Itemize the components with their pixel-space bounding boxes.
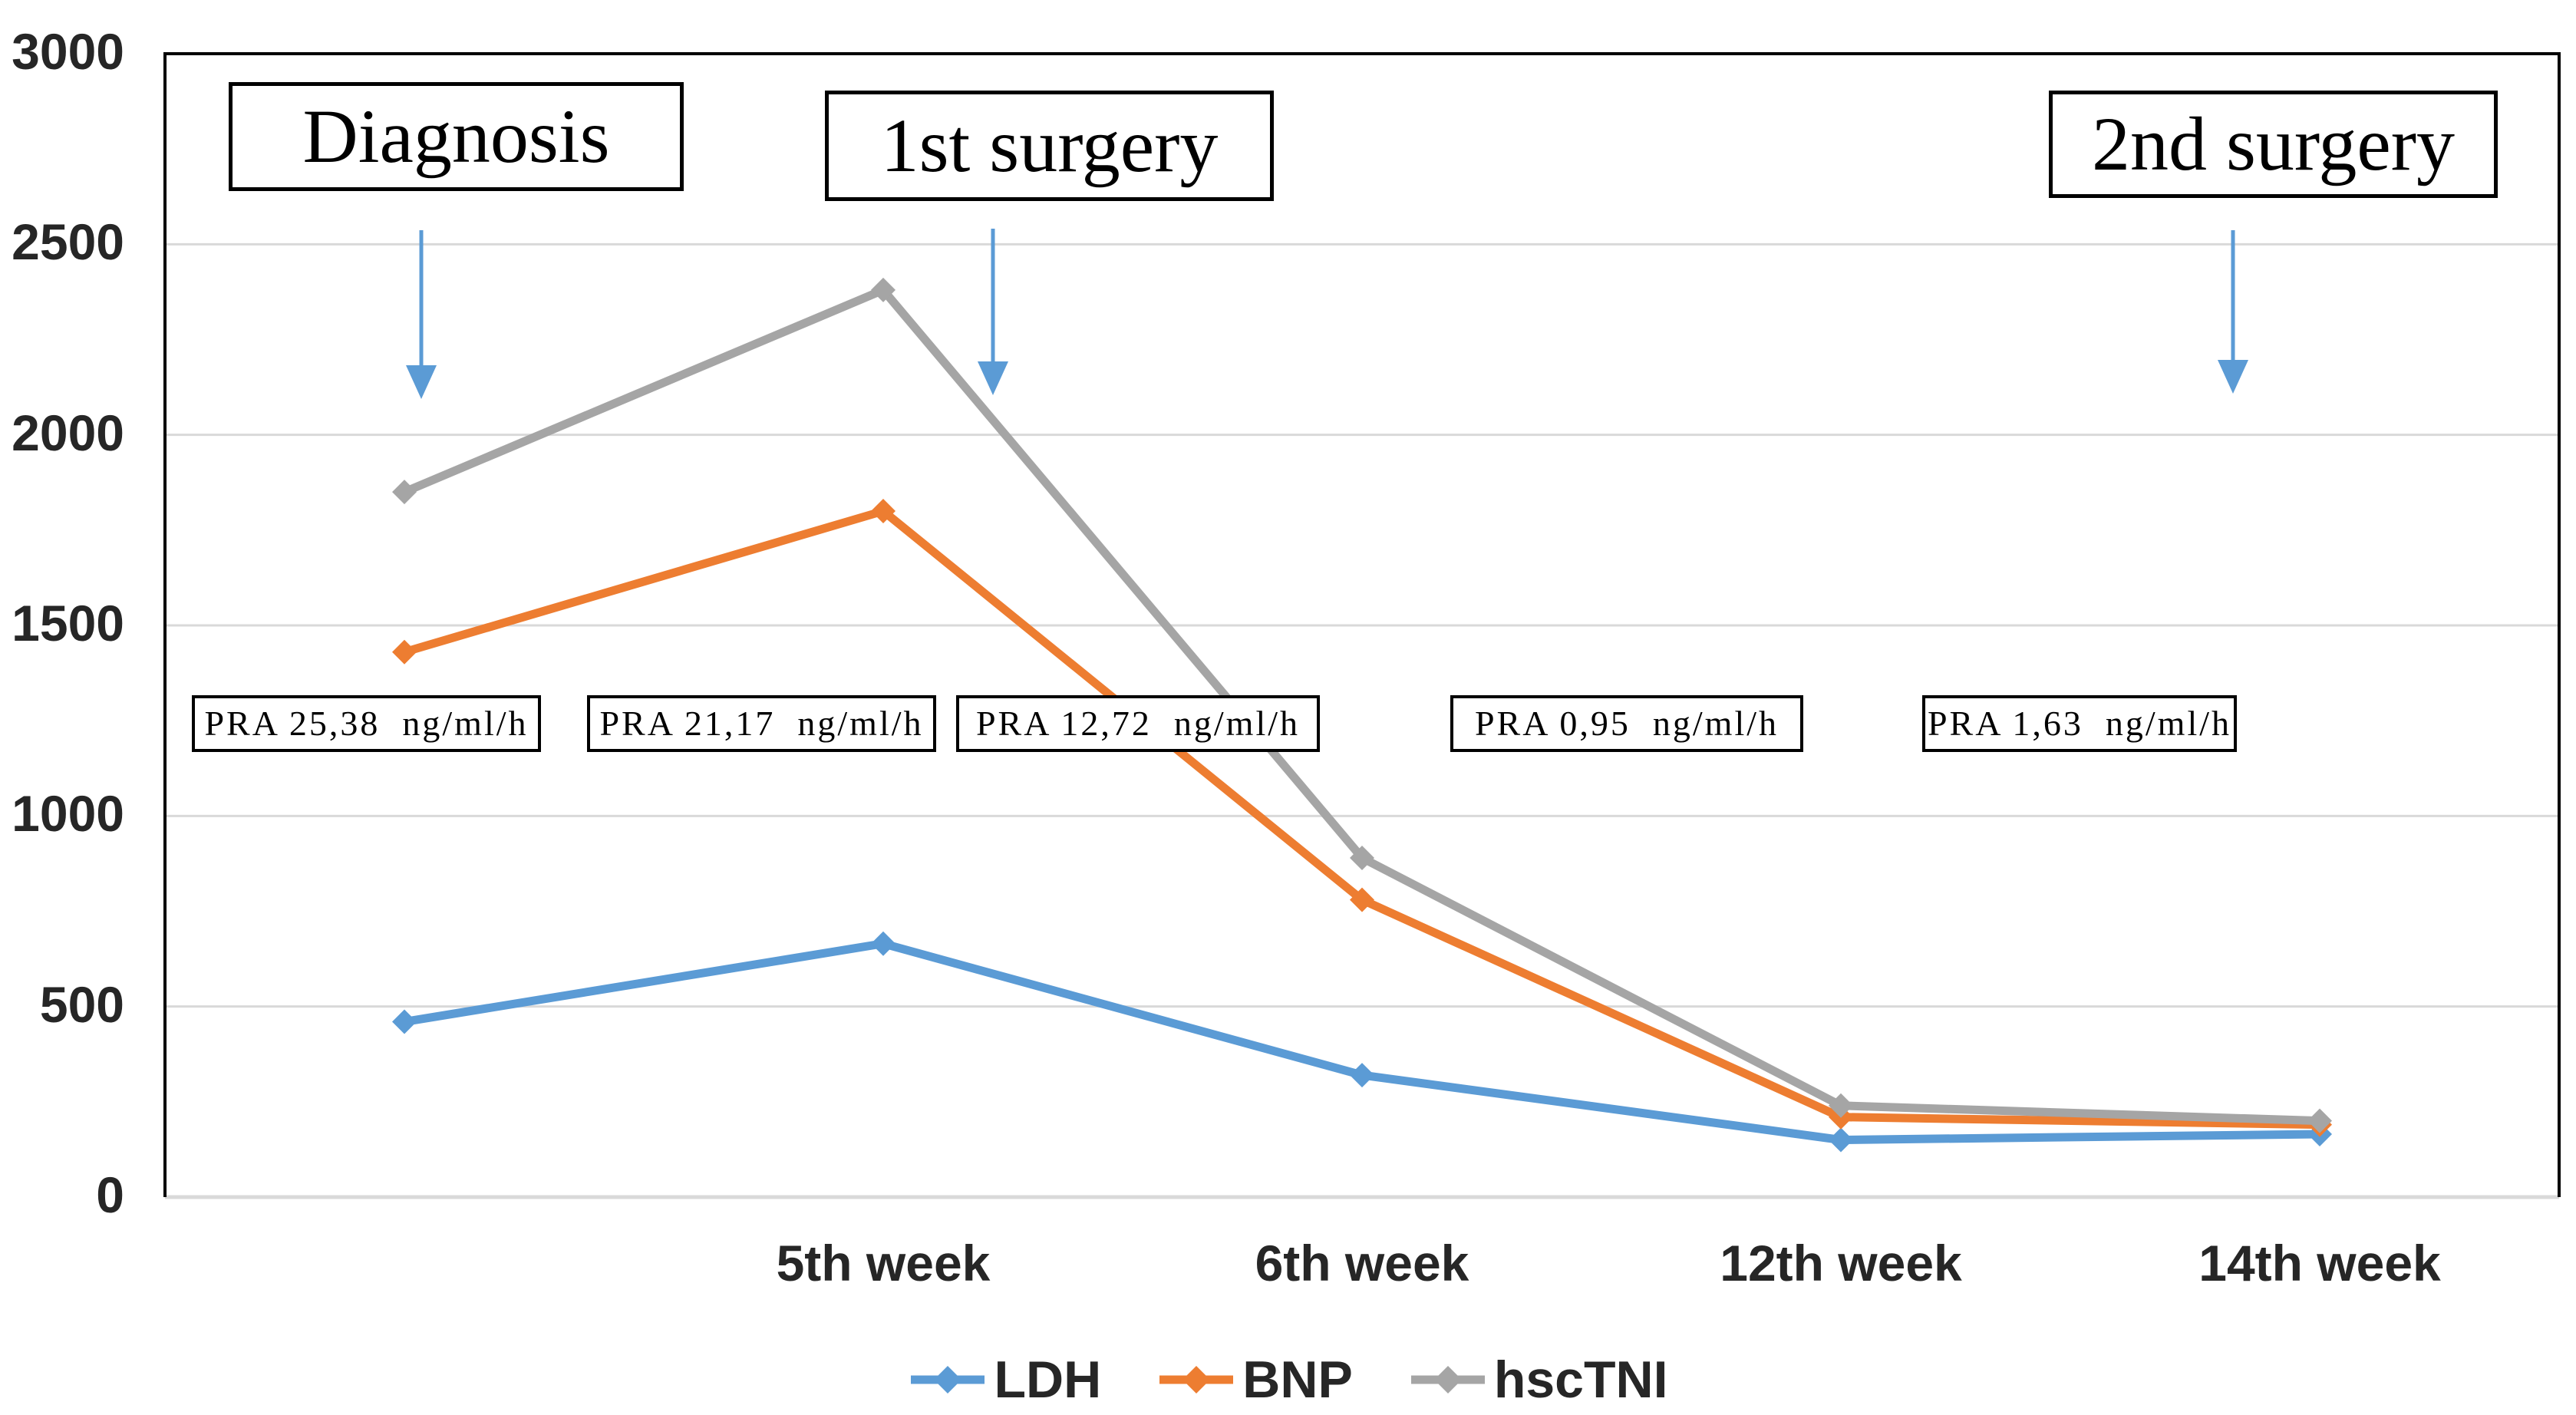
- data-point-hsctni-2: [1350, 845, 1374, 870]
- y-axis-label-1000: 1000: [12, 785, 124, 843]
- x-axis-label-6th-week: 6th week: [1255, 1235, 1469, 1291]
- data-point-hsctni-1: [871, 277, 895, 302]
- pra-box-5-label: PRA 1,63 ng/ml/h: [1927, 704, 2232, 743]
- pra-box-5: PRA 1,63 ng/ml/h: [1922, 695, 2237, 752]
- legend-item-ldh: LDH: [908, 1354, 1101, 1406]
- legend-item-bnp: BNP: [1156, 1354, 1353, 1406]
- event-arrow-head-icon: [2218, 360, 2248, 394]
- pra-box-3: PRA 12,72 ng/ml/h: [956, 695, 1320, 752]
- series-line-bnp: [400, 506, 2324, 1130]
- legend-label-hsctni: hscTNI: [1493, 1351, 1668, 1409]
- data-point-ldh-1: [871, 931, 895, 956]
- event-box-diagnosis: Diagnosis: [229, 82, 684, 191]
- x-axis-label-14th-week: 14th week: [2198, 1235, 2441, 1291]
- event-box-first-surgery-label: 1st surgery: [880, 103, 1219, 188]
- pra-box-4-label: PRA 0,95 ng/ml/h: [1474, 704, 1779, 743]
- y-axis-label-0: 0: [96, 1166, 124, 1223]
- event-box-diagnosis-label: Diagnosis: [302, 94, 610, 179]
- data-point-hsctni-4: [2307, 1108, 2332, 1133]
- data-point-ldh-3: [1829, 1127, 1853, 1153]
- event-box-second-surgery: 2nd surgery: [2049, 91, 2498, 198]
- event-box-first-surgery: 1st surgery: [825, 91, 1274, 201]
- legend-label-bnp: BNP: [1242, 1351, 1353, 1409]
- event-box-second-surgery-label: 2nd surgery: [2091, 101, 2456, 186]
- data-point-hsctni-0: [392, 480, 417, 505]
- event-arrow-head-icon: [406, 365, 437, 399]
- event-arrow-head-icon: [978, 361, 1008, 395]
- data-point-bnp-2: [1350, 887, 1374, 912]
- y-axis-label-3000: 3000: [12, 22, 124, 80]
- x-axis-label-5th-week: 5th week: [776, 1235, 991, 1291]
- data-point-bnp-0: [392, 639, 417, 665]
- chart-legend: LDH BNP hscTNI: [0, 1344, 2576, 1415]
- pra-box-3-label: PRA 12,72 ng/ml/h: [975, 704, 1301, 743]
- y-axis-label-2500: 2500: [12, 213, 124, 271]
- data-point-ldh-2: [1350, 1063, 1374, 1088]
- pra-box-4: PRA 0,95 ng/ml/h: [1450, 695, 1803, 752]
- pra-box-1: PRA 25,38 ng/ml/h: [192, 695, 541, 752]
- y-axis-label-1500: 1500: [12, 594, 124, 651]
- legend-marker-bnp-icon: [1159, 1366, 1234, 1394]
- data-point-ldh-0: [392, 1009, 417, 1034]
- y-axis-label-2000: 2000: [12, 404, 124, 461]
- x-axis-label-12th-week: 12th week: [1720, 1235, 1962, 1291]
- pra-box-2-label: PRA 21,17 ng/ml/h: [599, 704, 924, 743]
- y-axis-label-500: 500: [39, 975, 124, 1033]
- data-point-bnp-1: [871, 499, 895, 523]
- pra-box-1-label: PRA 25,38 ng/ml/h: [204, 704, 529, 743]
- data-point-hsctni-3: [1829, 1093, 1853, 1118]
- legend-item-hsctni: hscTNI: [1408, 1354, 1668, 1406]
- legend-marker-hsctni-icon: [1410, 1366, 1485, 1394]
- pra-box-2: PRA 21,17 ng/ml/h: [587, 695, 936, 752]
- legend-marker-ldh-icon: [911, 1366, 985, 1394]
- legend-label-ldh: LDH: [994, 1351, 1102, 1409]
